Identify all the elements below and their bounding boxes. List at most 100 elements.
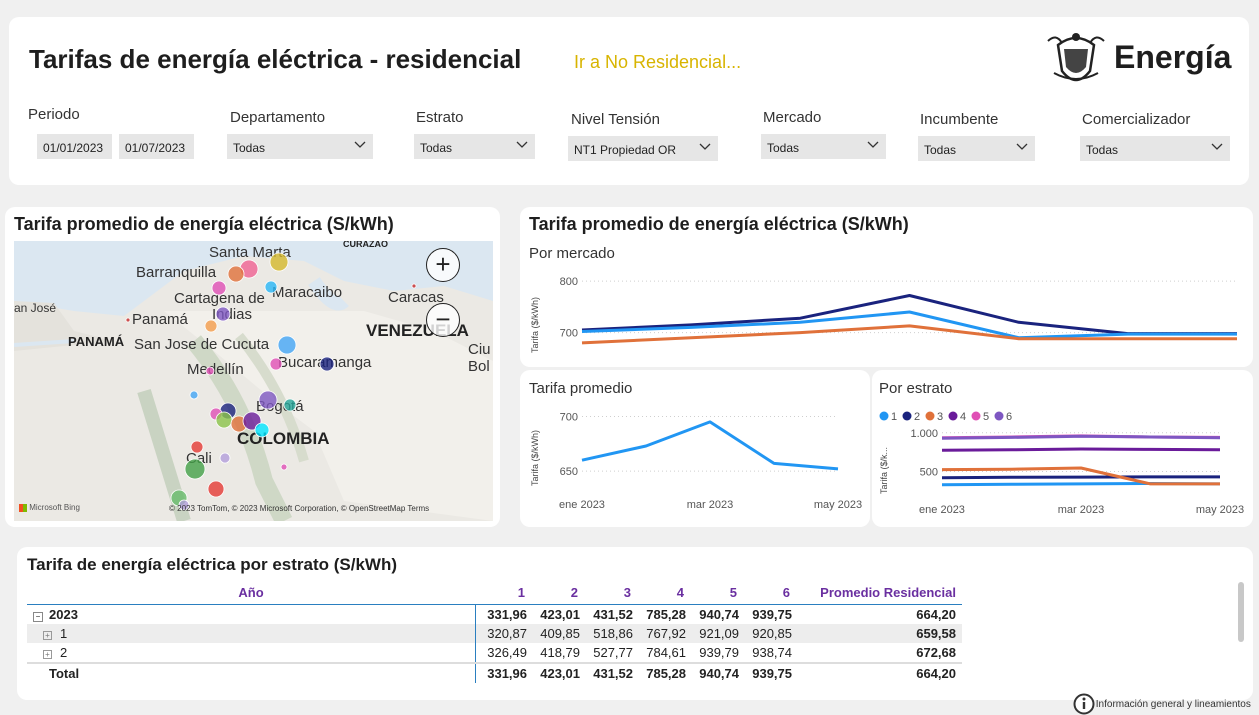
table-cell: 784,61 — [646, 644, 686, 660]
info-link[interactable]: Información general y lineamientos — [1073, 693, 1251, 715]
row-label: 2 — [60, 644, 68, 660]
no-residencial-link[interactable]: Ir a No Residencial... — [574, 52, 742, 72]
column-header[interactable]: 1 — [475, 582, 527, 605]
matrix-scrollbar[interactable] — [1238, 582, 1244, 642]
expand-icon[interactable]: + — [43, 630, 52, 640]
zoom-in-button[interactable]: + — [426, 248, 460, 282]
map-label: Panamá — [132, 311, 188, 328]
table-cell: 938,74 — [752, 644, 792, 660]
table-cell: 921,09 — [699, 625, 739, 641]
mercado-value: Todas — [767, 141, 800, 155]
map-label: Cartagena de — [174, 290, 265, 307]
table-cell: 431,52 — [580, 661, 633, 683]
row-label: Total — [49, 665, 80, 681]
table-cell: 320,87 — [487, 625, 527, 641]
table-cell: 785,28 — [646, 606, 686, 622]
map-label: Ciu — [468, 341, 491, 358]
row-label-cell: Total — [27, 661, 476, 683]
row-label-cell: +2 — [27, 642, 476, 663]
brand-name: Energía — [1114, 39, 1232, 75]
estrato-value: Todas — [420, 141, 453, 155]
matrix-table: Año 1 2 3 4 5 6 Promedio Residencial −20… — [27, 582, 962, 683]
table-cell: 409,85 — [540, 625, 580, 641]
table-cell: 785,28 — [633, 661, 686, 683]
table-cell: 331,96 — [475, 661, 527, 683]
zoom-in-icon: + — [435, 249, 451, 279]
periodo-to-input[interactable]: 01/07/2023 — [119, 134, 194, 159]
estrato-dropdown[interactable]: Todas — [414, 134, 535, 159]
table-cell: 940,74 — [686, 661, 739, 683]
matrix-grid: Año 1 2 3 4 5 6 Promedio Residencial −20… — [27, 582, 962, 694]
header-card: Tarifas de energía eléctrica - residenci… — [9, 17, 1249, 185]
chevron-down-icon — [1016, 143, 1028, 150]
info-icon — [1073, 693, 1095, 715]
row-label: 1 — [60, 625, 68, 641]
column-header[interactable]: 4 — [633, 582, 686, 605]
incumbente-value: Todas — [924, 143, 957, 157]
mercado-label: Mercado — [763, 109, 822, 126]
row-label: 2023 — [49, 606, 78, 622]
map-title: Tarifa promedio de energía eléctrica (S/… — [14, 214, 394, 234]
map-svg — [14, 256, 493, 521]
tarifa-promedio-card — [520, 370, 870, 527]
departamento-value: Todas — [233, 141, 266, 155]
comercializador-dropdown[interactable]: Todas — [1080, 136, 1230, 161]
periodo-label: Periodo — [28, 106, 80, 123]
map-card: Tarifa promedio de energía eléctrica (S/… — [5, 207, 500, 527]
map-label: Medellín — [187, 361, 244, 378]
mercado-dropdown[interactable]: Todas — [761, 134, 886, 159]
column-header[interactable]: 5 — [686, 582, 739, 605]
map-label: Bol — [468, 358, 490, 375]
por-estrato-card — [872, 370, 1253, 527]
table-row: −2023 331,96 423,01 431,52 785,28 940,74… — [27, 604, 962, 624]
nivel-tension-label: Nivel Tensión — [571, 111, 660, 128]
periodo-from-input[interactable]: 01/01/2023 — [37, 134, 112, 159]
expand-icon[interactable]: + — [43, 649, 52, 659]
column-header[interactable]: 6 — [739, 582, 792, 605]
incumbente-label: Incumbente — [920, 111, 999, 128]
column-header[interactable]: 2 — [527, 582, 580, 605]
table-row: +1 320,87 409,85 518,86 767,92 921,09 92… — [27, 623, 962, 643]
incumbente-dropdown[interactable]: Todas — [918, 136, 1035, 161]
collapse-icon[interactable]: − — [33, 611, 43, 622]
chevron-down-icon — [867, 141, 879, 148]
table-cell: 423,01 — [527, 661, 580, 683]
column-header[interactable]: 3 — [580, 582, 633, 605]
total-row: Total 331,96 423,01 431,52 785,28 940,74… — [27, 661, 962, 683]
map-bubbles — [125, 252, 417, 511]
chevron-down-icon — [699, 143, 711, 150]
row-label-cell: +1 — [27, 623, 476, 643]
column-header[interactable]: Año — [27, 582, 475, 605]
zoom-out-button[interactable]: − — [426, 303, 460, 337]
map-label: Santa Marta — [209, 244, 291, 261]
departamento-dropdown[interactable]: Todas — [227, 134, 373, 159]
map-label: Barranquilla — [136, 264, 217, 281]
table-cell: 659,58 — [916, 625, 956, 641]
map-label: CURAZAO — [343, 241, 388, 249]
table-cell: 431,52 — [593, 606, 633, 622]
map-attribution[interactable]: © 2023 TomTom, © 2023 Microsoft Corporat… — [169, 504, 430, 513]
table-cell: 939,75 — [752, 606, 792, 622]
map-label: Caracas — [388, 289, 444, 306]
chevron-down-icon — [516, 141, 528, 148]
bing-label: Microsoft Bing — [29, 503, 80, 512]
table-cell: 331,96 — [487, 606, 527, 622]
nivel-tension-dropdown[interactable]: NT1 Propiedad OR — [568, 136, 718, 161]
table-cell: 767,92 — [646, 625, 686, 641]
info-label: Información general y lineamientos — [1095, 698, 1251, 710]
column-header[interactable]: Promedio Residencial — [792, 582, 962, 605]
table-cell: 326,49 — [487, 644, 527, 660]
coat-of-arms-icon — [1047, 33, 1105, 82]
table-cell: 672,68 — [916, 644, 956, 660]
nivel-tension-value: NT1 Propiedad OR — [574, 143, 677, 157]
matrix-title: Tarifa de energía eléctrica por estrato … — [27, 555, 398, 574]
table-cell: 418,79 — [540, 644, 580, 660]
row-label-cell: −2023 — [27, 604, 476, 624]
map-canvas[interactable]: Santa Marta CURAZAO Barranquilla Cartage… — [14, 241, 493, 521]
map-label: PANAMÁ — [68, 334, 125, 349]
bing-logo: Microsoft Bing — [19, 503, 80, 512]
map-label: an José — [14, 301, 57, 315]
chevron-down-icon — [354, 141, 366, 148]
table-cell: 527,77 — [593, 644, 633, 660]
map-label: Maracaibo — [272, 284, 343, 301]
